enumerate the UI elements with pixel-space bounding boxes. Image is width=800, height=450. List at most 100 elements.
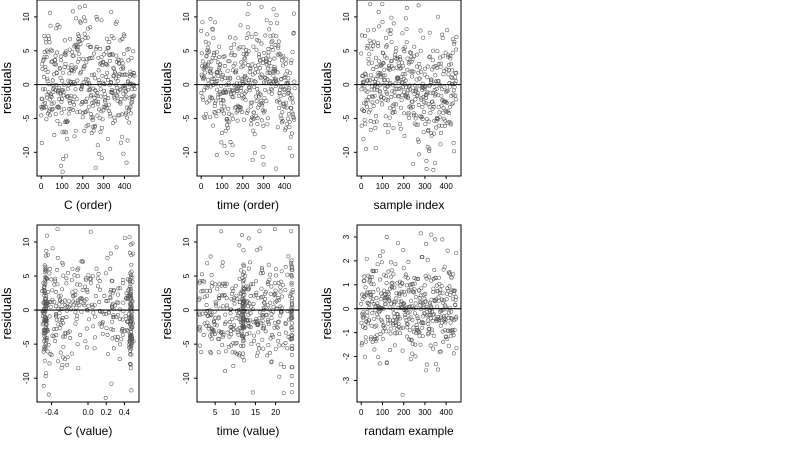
data-point	[127, 235, 132, 240]
data-point	[286, 335, 291, 339]
data-point	[365, 78, 370, 83]
data-point	[197, 313, 202, 318]
data-point	[80, 37, 85, 42]
data-point	[285, 121, 290, 126]
data-point	[450, 82, 455, 86]
data-point	[255, 248, 260, 253]
data-point	[450, 68, 455, 73]
data-point	[291, 115, 296, 120]
data-point	[290, 336, 294, 341]
data-point	[224, 296, 229, 301]
data-point	[421, 94, 426, 99]
data-point	[426, 322, 431, 326]
data-point	[256, 63, 261, 68]
data-point	[99, 324, 104, 329]
data-point	[124, 291, 129, 296]
data-point	[285, 309, 290, 314]
data-point	[453, 294, 458, 299]
data-point	[130, 97, 135, 101]
data-point	[431, 346, 435, 351]
data-point	[427, 326, 432, 331]
data-point	[103, 99, 108, 104]
data-point	[268, 57, 273, 62]
data-point	[207, 49, 212, 54]
data-point	[127, 250, 132, 255]
data-point	[247, 85, 252, 90]
data-point	[54, 26, 59, 31]
data-point	[407, 60, 412, 65]
data-point	[391, 272, 396, 277]
data-point	[64, 315, 69, 320]
data-point	[77, 302, 82, 307]
data-point	[42, 339, 47, 344]
data-point	[386, 291, 391, 296]
data-point	[410, 99, 415, 104]
data-point	[72, 273, 77, 278]
data-point	[60, 362, 65, 367]
data-point	[369, 292, 374, 297]
data-point	[61, 107, 66, 112]
data-point	[221, 111, 226, 116]
data-point	[124, 160, 129, 165]
data-point	[204, 303, 209, 307]
x-tick-label: 10	[231, 408, 240, 417]
data-point	[200, 272, 204, 277]
data-point	[453, 75, 458, 80]
data-point	[423, 122, 428, 127]
data-point	[409, 337, 414, 342]
data-point	[289, 229, 294, 234]
data-point	[443, 118, 448, 123]
data-point	[448, 122, 453, 127]
data-point	[442, 264, 447, 269]
x-tick-label: 400	[439, 408, 453, 417]
data-point	[387, 318, 392, 323]
data-point	[239, 268, 244, 273]
data-point	[116, 61, 121, 66]
data-point	[128, 352, 133, 357]
y-tick-label: -10	[182, 146, 191, 158]
data-point	[128, 81, 132, 86]
data-point	[73, 310, 78, 315]
data-point	[239, 86, 244, 90]
data-point	[403, 78, 408, 83]
data-point	[219, 229, 224, 234]
data-point	[116, 292, 121, 297]
data-point	[454, 251, 459, 256]
x-tick-label: 15	[251, 408, 260, 417]
data-point	[89, 131, 94, 135]
data-point	[229, 50, 234, 55]
data-point	[46, 90, 51, 95]
data-point	[75, 342, 80, 347]
data-point	[418, 293, 423, 298]
data-point	[57, 24, 62, 29]
data-point	[129, 321, 134, 326]
data-point	[384, 360, 389, 365]
data-point	[58, 293, 63, 298]
data-point	[250, 390, 255, 395]
data-point	[93, 47, 98, 51]
data-point	[269, 91, 274, 96]
data-point	[41, 383, 46, 388]
data-point	[381, 323, 386, 328]
data-point	[453, 316, 458, 321]
data-point	[404, 40, 409, 45]
data-point	[375, 99, 380, 104]
data-point	[428, 316, 433, 321]
data-point	[263, 312, 268, 317]
data-point	[92, 51, 96, 56]
data-point	[398, 57, 403, 62]
data-point	[107, 40, 112, 44]
data-point	[399, 80, 404, 85]
data-point	[408, 357, 413, 362]
data-point	[416, 103, 421, 107]
data-point	[287, 119, 292, 124]
data-point	[431, 48, 435, 53]
data-point	[443, 317, 448, 322]
data-point	[436, 62, 441, 66]
data-point	[85, 108, 90, 113]
data-point	[83, 77, 88, 82]
data-point	[278, 94, 283, 99]
data-point	[385, 78, 390, 83]
data-point	[214, 50, 219, 55]
data-point	[366, 57, 371, 62]
